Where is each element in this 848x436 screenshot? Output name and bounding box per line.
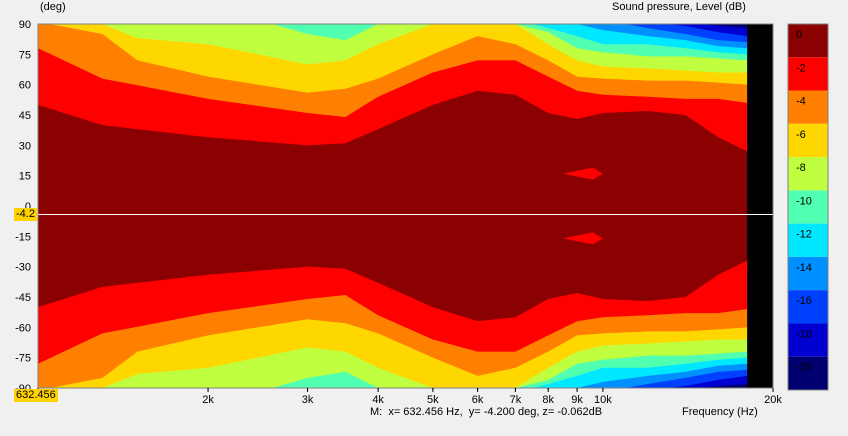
colorbar-label: -10 bbox=[796, 195, 812, 207]
colorbar-label: -20 bbox=[796, 362, 812, 374]
colorbar-label: -2 bbox=[796, 62, 806, 74]
x-tick-label: 20k bbox=[764, 394, 782, 406]
colorbar-swatch bbox=[788, 57, 828, 91]
colorbar-label: -8 bbox=[796, 162, 806, 174]
x-tick-label: 6k bbox=[472, 394, 484, 406]
x-tick-label: 10k bbox=[594, 394, 612, 406]
heatmap-field[interactable] bbox=[38, 24, 773, 388]
cursor-status-text: M: x= 632.456 Hz, y= -4.200 deg, z= -0.0… bbox=[370, 406, 603, 418]
masked-region bbox=[747, 24, 773, 388]
y-tick-label: 60 bbox=[19, 80, 31, 92]
level-island-1 bbox=[563, 232, 603, 245]
y-tick-label: 75 bbox=[19, 49, 31, 61]
colorbar-swatch bbox=[788, 24, 828, 58]
colorbar-swatch bbox=[788, 123, 828, 158]
colorbar-swatch bbox=[788, 356, 828, 390]
axes: 9075604530150-15-30-45-60-75-902k3k4k5k6… bbox=[15, 19, 782, 406]
x-tick-label: 3k bbox=[302, 394, 314, 406]
colorbar-frame bbox=[787, 23, 829, 391]
colorbar-swatch bbox=[788, 256, 828, 291]
colorbar-swatch bbox=[788, 323, 828, 357]
level-island-0 bbox=[563, 167, 603, 180]
colorbar-swatch bbox=[788, 223, 828, 257]
colorbar-label: -12 bbox=[796, 229, 812, 241]
x-tick-label: 2k bbox=[202, 394, 214, 406]
y-tick-label: -75 bbox=[15, 353, 31, 365]
y-tick-label: 0 bbox=[25, 201, 31, 213]
colorbar-label: -18 bbox=[796, 328, 812, 340]
y-tick-label: -45 bbox=[15, 292, 31, 304]
colorbar-label: -16 bbox=[796, 295, 812, 307]
x-tick-label: 8k bbox=[542, 394, 554, 406]
colorbar-title: Sound pressure, Level (dB) bbox=[612, 1, 746, 13]
y-tick-label: 15 bbox=[19, 171, 31, 183]
x-tick-label: 4k bbox=[372, 394, 384, 406]
y-tick-label: 90 bbox=[19, 19, 31, 31]
colorbar-label: -4 bbox=[796, 96, 806, 108]
cursor-x-readout: 632.456 bbox=[14, 389, 58, 402]
colorbar-label: 0 bbox=[796, 29, 802, 41]
colorbar-swatch bbox=[788, 290, 828, 324]
x-tick-label: 5k bbox=[427, 394, 439, 406]
y-tick-label: 30 bbox=[19, 140, 31, 152]
y-axis-unit: (deg) bbox=[40, 1, 66, 13]
y-tick-label: -15 bbox=[15, 231, 31, 243]
y-tick-label: -60 bbox=[15, 322, 31, 334]
y-tick-label: -30 bbox=[15, 262, 31, 274]
x-axis-label: Frequency (Hz) bbox=[682, 406, 758, 418]
y-tick-label: 45 bbox=[19, 110, 31, 122]
plot-frame bbox=[37, 23, 774, 389]
colorbar-swatch bbox=[788, 190, 828, 224]
colorbar: 0 -2 -4 -6 -8 -10 -12 -14 -16 -18 -20 bbox=[787, 23, 829, 391]
cursor-y-readout: -4.2 bbox=[14, 208, 37, 221]
x-tick-label: 7k bbox=[510, 394, 522, 406]
colorbar-swatch bbox=[788, 157, 828, 191]
x-tick-label: 9k bbox=[571, 394, 583, 406]
colorbar-swatch bbox=[788, 90, 828, 124]
colorbar-label: -6 bbox=[796, 129, 806, 141]
colorbar-label: -14 bbox=[796, 262, 812, 274]
